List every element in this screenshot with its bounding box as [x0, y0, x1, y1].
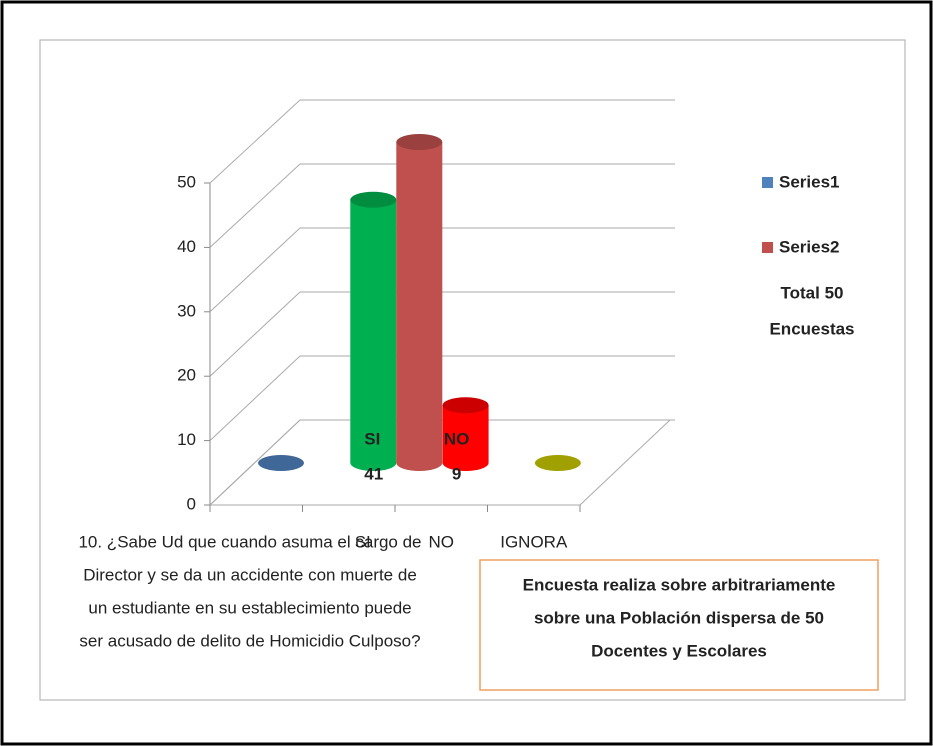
grid-line — [209, 227, 675, 313]
bar-body — [350, 199, 397, 463]
legend-label: Series2 — [779, 237, 840, 256]
data-label-category: NO — [444, 429, 470, 448]
y-tick-label: 40 — [177, 237, 196, 256]
x-tick-label: NO — [429, 532, 455, 551]
y-tick-label: 20 — [177, 366, 196, 385]
bar-base — [442, 455, 489, 471]
x-tick-label: SI — [355, 532, 371, 551]
bar-top — [396, 134, 443, 150]
grid-line — [209, 291, 675, 377]
legend-swatch — [762, 242, 773, 253]
bar-top — [534, 455, 581, 471]
bar-body — [396, 142, 443, 463]
question-text: ser acusado de delito de Homicidio Culpo… — [79, 631, 420, 650]
legend-note: Encuestas — [769, 319, 854, 338]
legend-label: Series1 — [779, 172, 840, 191]
y-tick-label: 0 — [187, 494, 196, 513]
grid-line — [209, 419, 675, 506]
y-tick-label: 30 — [177, 301, 196, 320]
legend-swatch — [762, 177, 773, 188]
question-text: un estudiante en su establecimiento pued… — [88, 598, 411, 617]
data-label-category: SI — [364, 429, 380, 448]
note-text: Encuesta realiza sobre arbitrariamente — [523, 575, 836, 594]
bar-top — [258, 455, 304, 471]
note-text: sobre una Población dispersa de 50 — [534, 608, 824, 627]
y-tick-label: 50 — [177, 172, 196, 191]
bar-body — [442, 405, 489, 463]
x-tick-label: IGNORA — [500, 532, 568, 551]
y-tick-label: 10 — [177, 430, 196, 449]
grid-line — [209, 99, 675, 184]
data-label: 41 — [364, 464, 383, 483]
bar-base — [396, 455, 443, 471]
note-text: Docentes y Escolares — [591, 641, 767, 660]
note-box — [479, 559, 879, 691]
bar-base — [350, 455, 397, 471]
data-label: 9 — [452, 464, 461, 483]
grid-line — [209, 163, 675, 248]
bar-top — [442, 397, 489, 414]
legend-note: Total 50 — [781, 283, 844, 302]
bar-top — [350, 191, 397, 208]
question-text: 10. ¿Sabe Ud que cuando asuma el cargo d… — [78, 532, 421, 551]
question-text: Director y se da un accidente con muerte… — [83, 565, 417, 584]
grid-line — [209, 355, 675, 441]
